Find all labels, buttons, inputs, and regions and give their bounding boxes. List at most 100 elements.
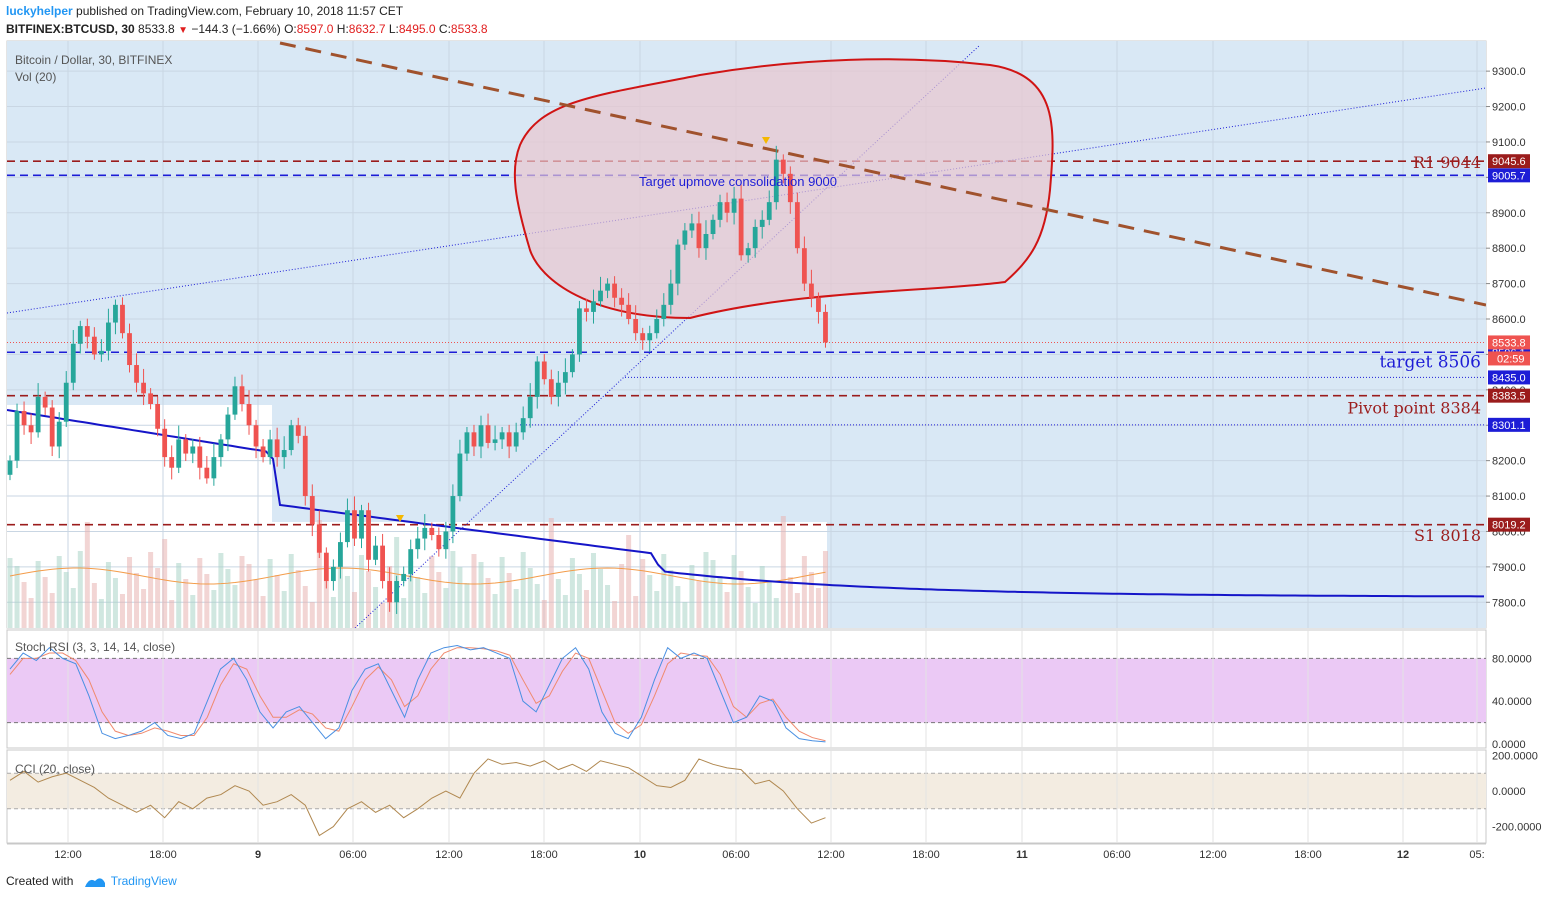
- candle-body: [612, 283, 617, 298]
- volume-bar: [295, 570, 301, 628]
- volume-bar: [366, 571, 372, 628]
- volume-bar: [612, 601, 618, 628]
- time-tick-label: 12:00: [1199, 849, 1227, 861]
- candle-body: [626, 304, 632, 319]
- candle-body: [183, 439, 189, 454]
- candle-body: [127, 333, 132, 366]
- volume-label: Vol (20): [15, 70, 56, 84]
- candle-body: [366, 510, 371, 560]
- level-annotation: R1 9044: [1413, 153, 1481, 172]
- volume-bar: [77, 551, 83, 628]
- close-value: 8533.8: [450, 22, 488, 36]
- candle-body: [619, 297, 625, 305]
- candle-body: [499, 432, 505, 440]
- marker-triangle-icon: [762, 137, 770, 144]
- volume-bar: [808, 572, 814, 628]
- volume-bar: [766, 582, 772, 628]
- low-value: 8495.0: [398, 22, 436, 36]
- volume-bar: [70, 588, 76, 628]
- volume-bar: [492, 594, 498, 628]
- candle-body: [42, 396, 48, 408]
- volume-bar: [605, 585, 611, 628]
- volume-bar: [654, 591, 660, 628]
- time-tick-label: 9: [255, 849, 261, 861]
- candle-body: [703, 234, 709, 249]
- candle-body: [49, 407, 55, 447]
- volume-bar: [724, 592, 730, 628]
- time-tick-label: 18:00: [530, 849, 558, 861]
- volume-bar: [281, 591, 287, 628]
- candle-body: [661, 304, 667, 319]
- volume-bar: [260, 596, 266, 628]
- candle-body: [415, 538, 421, 550]
- candle-body: [246, 403, 252, 426]
- close-label: C:: [438, 22, 451, 36]
- volume-bar: [485, 578, 491, 628]
- footer-brand[interactable]: TradingView: [110, 874, 177, 888]
- candle-body: [338, 542, 343, 567]
- volume-bar: [513, 589, 519, 628]
- level-lines: [7, 160, 1486, 526]
- volume-bar: [56, 556, 62, 628]
- volume-bar: [49, 593, 55, 628]
- candle-body: [134, 365, 139, 383]
- candle-body: [591, 301, 596, 312]
- cci-band: [7, 773, 1486, 809]
- volume-bar: [675, 586, 681, 628]
- stoch-band: [7, 658, 1486, 723]
- price-tick-label: 9300.0: [1492, 66, 1526, 78]
- candle-body: [148, 393, 153, 404]
- candle-body: [120, 304, 125, 334]
- volume-bar: [134, 573, 140, 628]
- volume-bar: [373, 587, 379, 628]
- volume-bar: [225, 569, 231, 628]
- volume-bar: [176, 563, 182, 628]
- candle-body: [176, 439, 182, 468]
- candle-body: [457, 453, 463, 497]
- candle-body: [330, 566, 336, 582]
- down-triangle-icon: ▼: [178, 25, 188, 36]
- level-price-tag: [1488, 388, 1530, 403]
- volume-bar: [98, 599, 104, 628]
- candle-body: [21, 411, 27, 426]
- level-price-label: 8383.5: [1492, 391, 1526, 403]
- volume-bar: [436, 572, 442, 628]
- footer-created: Created with: [6, 874, 74, 888]
- price-tick-label: 8600.0: [1492, 314, 1526, 326]
- publisher-user[interactable]: luckyhelper: [6, 4, 73, 18]
- price-tick-label: 9200.0: [1492, 102, 1526, 114]
- falling-trendline[interactable]: [279, 41, 1486, 307]
- candle-body: [113, 304, 118, 323]
- volume-bar: [534, 584, 540, 628]
- candle-body: [302, 435, 308, 497]
- time-axis[interactable]: 12:00 18:00 9 06:00 12:00 18:00 10 06:00 12:00 18…: [54, 849, 1484, 861]
- volume-bar: [169, 600, 175, 628]
- volume-bar: [148, 552, 154, 628]
- volume-bar: [471, 554, 477, 628]
- volume-bar: [141, 589, 147, 628]
- stoch-pane: 80.0000 40.0000 0.0000: [7, 630, 1532, 751]
- candles: [7, 145, 828, 614]
- candle-body: [70, 343, 76, 383]
- candle-body: [731, 198, 737, 213]
- cci-tick-label: 200.0000: [1492, 750, 1538, 762]
- candle-body: [759, 219, 765, 227]
- marker-triangle-icon: [396, 515, 404, 522]
- level-price-label: 8301.1: [1492, 420, 1526, 432]
- stoch-tick-label: 40.0000: [1492, 696, 1532, 708]
- candle-body: [450, 496, 456, 532]
- level-price-tag: [1488, 417, 1530, 432]
- volume-bar: [239, 556, 245, 628]
- cci-tick-label: -200.0000: [1492, 822, 1542, 834]
- candle-body: [28, 425, 34, 433]
- level-annotation: S1 8018: [1414, 526, 1481, 545]
- volume-bar: [668, 570, 674, 628]
- volume-bar: [745, 587, 751, 628]
- candle-body: [464, 432, 470, 454]
- candle-body: [232, 386, 238, 415]
- volume-bar: [703, 552, 709, 628]
- volume-bar: [316, 520, 322, 628]
- footer: Created with TradingView: [6, 874, 177, 889]
- candle-body: [492, 439, 498, 443]
